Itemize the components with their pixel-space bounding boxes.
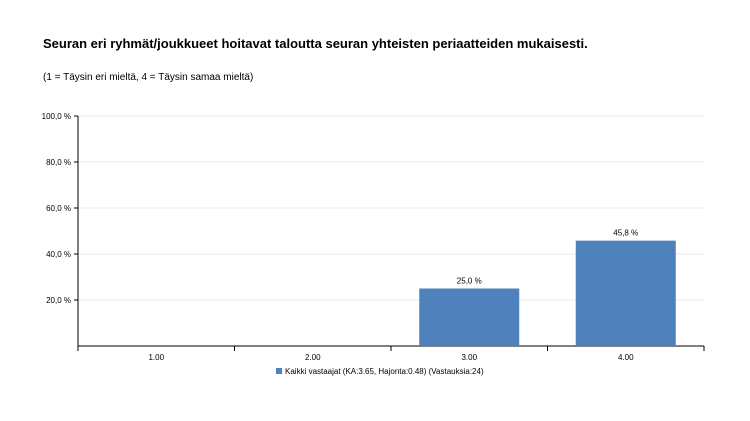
y-tick-label: 60,0 %: [46, 204, 71, 213]
bar: [419, 288, 520, 346]
chart-subtitle: (1 = Täysin eri mieltä, 4 = Täysin samaa…: [43, 72, 254, 83]
x-tick-label: 1.00: [148, 353, 164, 362]
bar: [575, 240, 676, 346]
x-tick-label: 2.00: [305, 353, 321, 362]
data-label: 25,0 %: [457, 277, 482, 286]
y-tick-label: 80,0 %: [46, 158, 71, 167]
x-tick-label: 4.00: [618, 353, 634, 362]
legend-swatch: [276, 368, 282, 374]
chart-title: Seuran eri ryhmät/joukkueet hoitavat tal…: [43, 36, 588, 51]
y-tick-label: 40,0 %: [46, 250, 71, 259]
x-tick-label: 3.00: [461, 353, 477, 362]
y-tick-label: 100,0 %: [42, 112, 71, 121]
y-tick-label: 20,0 %: [46, 296, 71, 305]
legend-label: Kaikki vastaajat (KA:3.65, Hajonta:0.48)…: [285, 367, 484, 376]
data-label: 45,8 %: [613, 229, 638, 238]
